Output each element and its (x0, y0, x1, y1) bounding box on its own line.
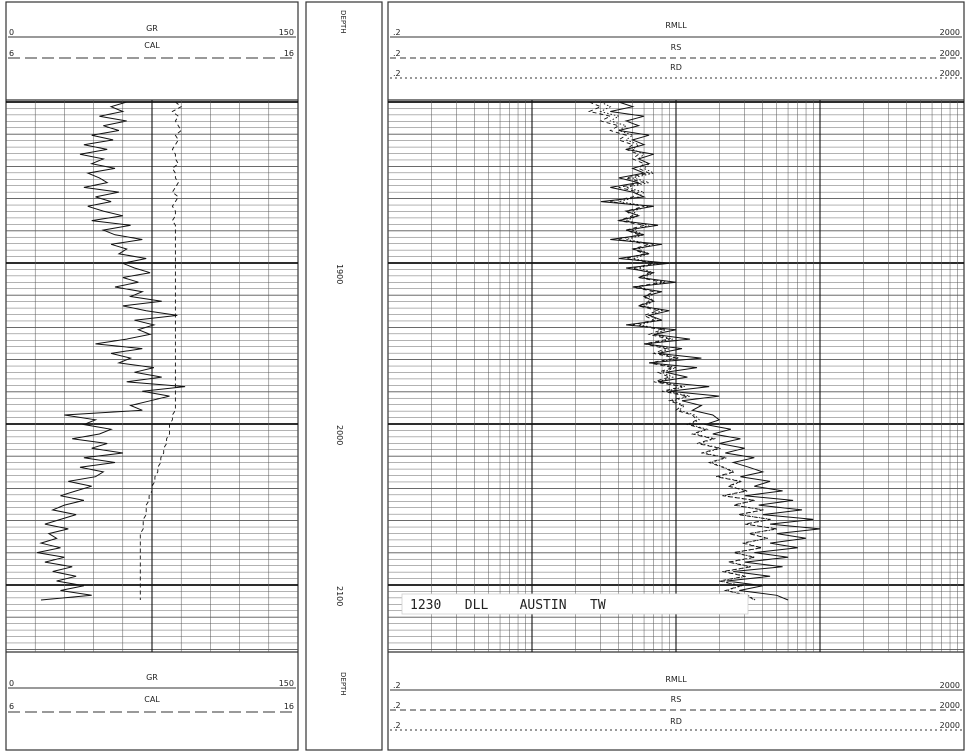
rd-min-label: .2 (393, 69, 401, 78)
annotation-text: 1230 DLL AUSTIN TW (410, 598, 606, 613)
cal-curve-label: CAL (144, 41, 160, 50)
annotation-background (401, 593, 749, 615)
rs-curve (587, 101, 777, 601)
gr-curve (36, 101, 186, 601)
depth-label-1900: 1900 (335, 264, 344, 284)
rmll-footer-curve-label: RMLL (665, 675, 687, 684)
cal-footer-max-label: 16 (284, 702, 294, 711)
rs-footer-max-label: 2000 (940, 701, 960, 710)
rmll-footer-max-label: 2000 (940, 681, 960, 690)
gr-curve-label: GR (146, 24, 158, 33)
gr-max-label: 150 (279, 28, 294, 37)
gr-footer-min-label: 0 (9, 679, 14, 688)
cal-min-label: 6 (9, 49, 14, 58)
gr-footer-max-label: 150 (279, 679, 294, 688)
cal-curve (139, 101, 183, 600)
track-1-border (5, 1, 299, 751)
depth-labels: 1900 2000 2100 (335, 264, 344, 606)
cal-footer-curve-label: CAL (144, 695, 160, 704)
rd-curve-label: RD (670, 63, 682, 72)
annotation-box: 1230 DLL AUSTIN TW (401, 593, 749, 615)
depth-label-2100: 2100 (335, 586, 344, 606)
footer-scales: GR 0 150 CAL 6 16 DEPTH RMLL .2 2000 RS … (8, 672, 962, 731)
rs-max-label: 2000 (940, 49, 960, 58)
rd-footer-curve-label: RD (670, 717, 682, 726)
rd-footer-min-label: .2 (393, 721, 401, 730)
rmll-curve (600, 101, 821, 601)
curve-layer (36, 101, 821, 601)
rmll-footer-min-label: .2 (393, 681, 401, 690)
track-2-3-border (387, 1, 965, 751)
rmll-curve-label: RMLL (665, 21, 687, 30)
rs-footer-curve-label: RS (671, 695, 682, 704)
gr-min-label: 0 (9, 28, 14, 37)
depth-header-label: DEPTH (339, 10, 347, 34)
rs-min-label: .2 (393, 49, 401, 58)
header-scales: GR 0 150 CAL 6 16 DEPTH RMLL .2 2000 RS … (8, 10, 962, 79)
rd-footer-max-label: 2000 (940, 721, 960, 730)
gr-footer-curve-label: GR (146, 673, 158, 682)
rmll-min-label: .2 (393, 28, 401, 37)
rd-curve (599, 101, 778, 601)
rmll-max-label: 2000 (940, 28, 960, 37)
depth-footer-label: DEPTH (339, 672, 347, 696)
cal-footer-min-label: 6 (9, 702, 14, 711)
cal-max-label: 16 (284, 49, 294, 58)
grid-layer (6, 100, 964, 652)
rs-curve-label: RS (671, 43, 682, 52)
rd-max-label: 2000 (940, 69, 960, 78)
rs-footer-min-label: .2 (393, 701, 401, 710)
depth-label-2000: 2000 (335, 425, 344, 445)
depth-track-border (305, 1, 383, 751)
